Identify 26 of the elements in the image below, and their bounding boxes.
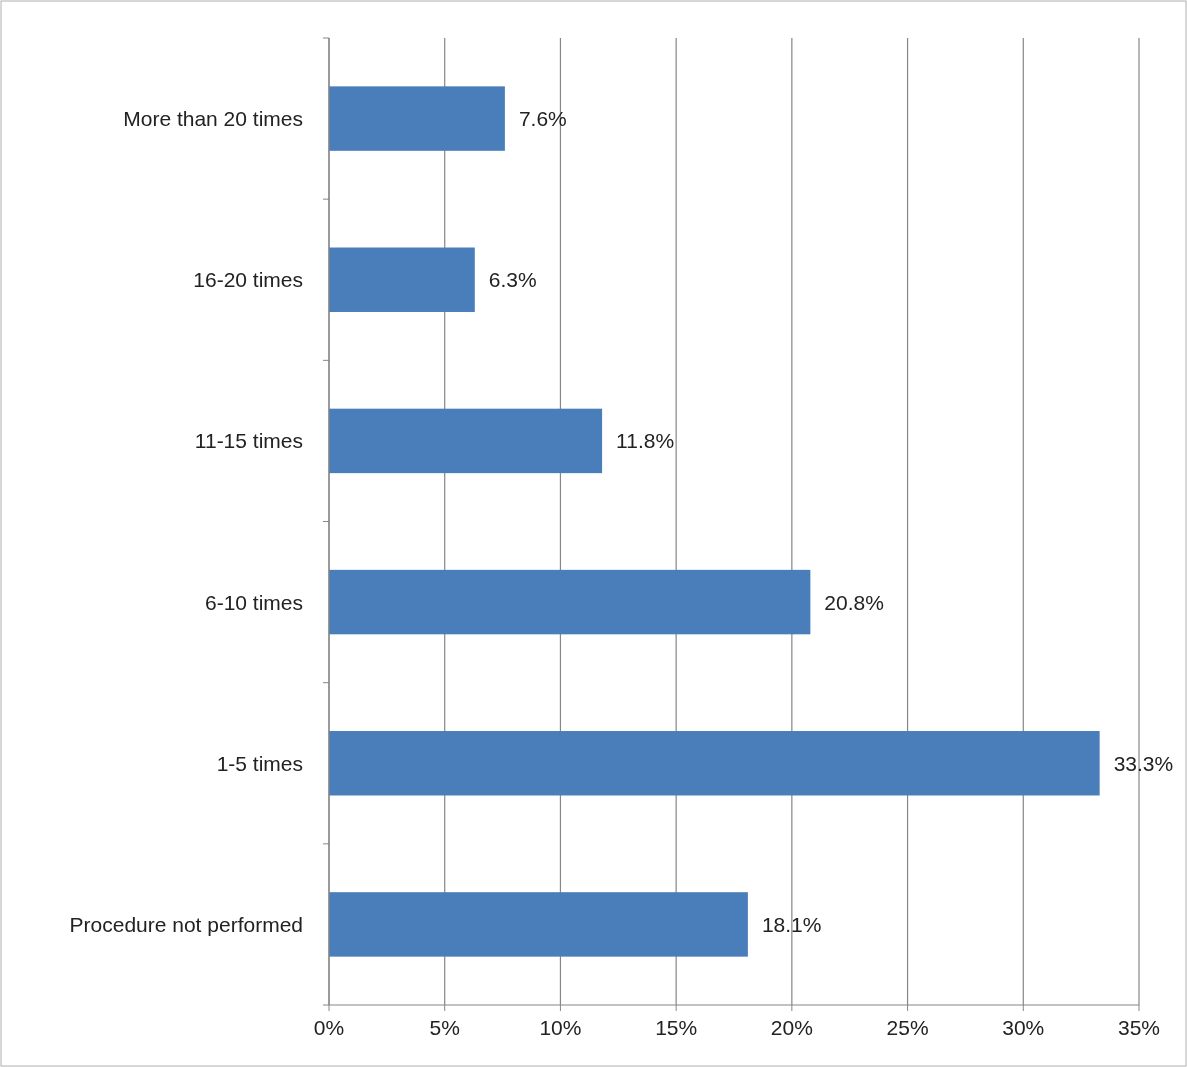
y-tick-label: 16-20 times	[193, 268, 303, 292]
x-tick-label: 0%	[313, 1016, 345, 1039]
x-tick-label: 15%	[655, 1016, 698, 1039]
data-label: 20.8%	[824, 590, 884, 614]
y-tick-label: 1-5 times	[216, 751, 303, 775]
y-tick-label: More than 20 times	[123, 107, 303, 131]
x-tick-label: 25%	[886, 1016, 929, 1039]
bar	[329, 247, 475, 312]
x-tick-label: 20%	[770, 1016, 813, 1039]
bar	[329, 731, 1100, 796]
x-tick-label: 5%	[429, 1016, 460, 1039]
y-tick-label: 11-15 times	[194, 429, 303, 453]
bar	[329, 569, 811, 635]
data-label: 7.6%	[518, 107, 567, 131]
data-label: 6.3%	[488, 268, 537, 292]
x-tick-label: 30%	[1002, 1016, 1045, 1039]
bar	[329, 408, 603, 474]
data-label: 18.1%	[761, 912, 822, 936]
x-tick-label: 10%	[539, 1016, 582, 1039]
y-tick-label: 6-10 times	[204, 590, 303, 614]
data-label: 11.8%	[616, 429, 675, 453]
x-tick-label: 35%	[1117, 1016, 1161, 1039]
bar	[329, 86, 505, 151]
bar	[329, 892, 748, 957]
data-label: 33.3%	[1113, 751, 1174, 775]
y-tick-label: Procedure not performed	[69, 912, 303, 936]
